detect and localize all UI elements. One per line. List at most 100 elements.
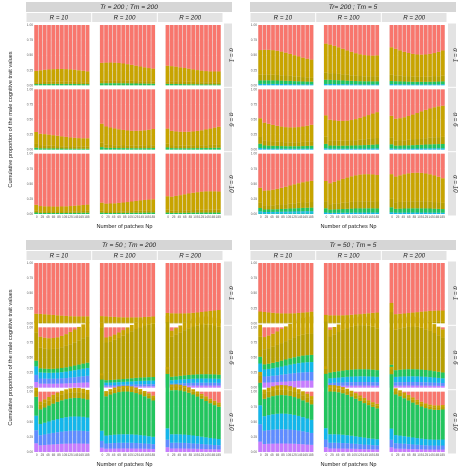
bar-segment xyxy=(208,82,213,85)
bar-segment xyxy=(292,211,297,213)
bar-segment xyxy=(182,25,187,68)
row-label: α = 6 xyxy=(452,112,459,127)
bar-segment xyxy=(345,263,350,316)
bar-segment xyxy=(323,25,328,44)
bar-segment xyxy=(129,263,134,318)
bar-segment xyxy=(217,144,221,148)
bar-segment xyxy=(305,402,310,419)
bar-segment xyxy=(349,208,354,213)
bar-segment xyxy=(393,140,398,146)
bar-segment xyxy=(195,378,200,383)
bar-segment xyxy=(169,130,174,146)
bar-segment xyxy=(371,449,375,452)
bar-segment xyxy=(55,327,60,338)
bar-segment xyxy=(279,148,284,150)
bar-segment xyxy=(108,213,113,214)
bar-segment xyxy=(423,369,428,377)
bar-segment xyxy=(134,434,138,443)
bar-segment xyxy=(129,201,134,212)
bar-segment xyxy=(195,25,200,71)
bar-segment xyxy=(151,323,156,378)
bar-segment xyxy=(301,400,305,418)
x-tick-label: 65 xyxy=(117,215,121,219)
bar-segment xyxy=(85,367,90,376)
bar-segment xyxy=(125,80,130,84)
bar-segment xyxy=(353,393,358,396)
bar-segment xyxy=(266,368,271,377)
bar-segment xyxy=(419,327,424,370)
bar-segment xyxy=(432,405,437,408)
bar-segment xyxy=(415,81,420,85)
bar-segment xyxy=(125,130,130,146)
bar-segment xyxy=(258,405,262,425)
bar-segment xyxy=(55,348,60,369)
y-tick-label: 1.00 xyxy=(27,261,33,265)
bar-segment xyxy=(305,212,310,214)
row-label: α = 10 xyxy=(452,413,459,431)
bar-segment xyxy=(345,328,350,371)
bar-segment xyxy=(402,436,407,444)
bar-segment xyxy=(358,139,362,146)
bar-segment xyxy=(34,147,38,150)
bar-segment xyxy=(42,348,47,369)
bar-segment xyxy=(328,212,332,214)
bar-segment xyxy=(258,211,262,213)
bar-segment xyxy=(341,377,345,383)
bar-segment xyxy=(138,210,143,213)
bar-segment xyxy=(279,126,284,142)
x-tick-label: 85 xyxy=(347,453,351,457)
facet-cell: 0.000.250.500.751.00 xyxy=(251,87,314,152)
bar-segment xyxy=(305,125,310,142)
bar-segment xyxy=(165,128,170,144)
bar-segment xyxy=(169,380,174,384)
bar-segment xyxy=(85,263,90,317)
bar-segment xyxy=(165,89,170,129)
y-axis-title: Cumulative proportion of the male cognit… xyxy=(8,51,14,187)
bar-segment xyxy=(432,76,437,82)
bar-segment xyxy=(296,415,301,431)
column-strip xyxy=(316,251,381,260)
bar-segment xyxy=(341,89,345,121)
bar-segment xyxy=(423,449,428,452)
x-tick-label: 125 xyxy=(357,215,363,219)
bar-segment xyxy=(371,391,375,403)
bar-segment xyxy=(64,399,68,418)
bar-segment xyxy=(406,145,411,149)
bar-segment xyxy=(393,153,398,177)
bar-segment xyxy=(415,139,420,145)
column-strip xyxy=(250,13,316,22)
bar-segment xyxy=(271,145,275,149)
bar-segment xyxy=(323,143,328,149)
bar-segment xyxy=(406,208,411,213)
bar-segment xyxy=(288,212,292,214)
bar-segment xyxy=(187,193,191,211)
bar-segment xyxy=(441,378,445,383)
bar-segment xyxy=(85,443,90,452)
bar-segment xyxy=(402,201,407,209)
bar-segment xyxy=(353,175,358,202)
y-tick-label: 0.25 xyxy=(251,133,257,137)
bar-segment xyxy=(283,212,288,214)
bar-segment xyxy=(182,387,187,392)
bar-segment xyxy=(38,263,43,314)
bar-segment xyxy=(305,207,310,212)
bar-segment xyxy=(77,84,81,86)
bar-segment xyxy=(406,448,411,452)
bar-segment xyxy=(68,322,73,324)
bar-segment xyxy=(34,390,38,397)
bar-segment xyxy=(125,333,130,379)
bar-segment xyxy=(428,208,432,213)
bar-segment xyxy=(406,25,411,53)
bar-segment xyxy=(217,147,221,150)
bar-segment xyxy=(199,398,204,437)
bar-segment xyxy=(432,445,437,450)
bar-segment xyxy=(47,211,51,213)
bar-segment xyxy=(262,89,267,123)
facet-cell: 0 25 45 65 85 105 125 145 165 185 xyxy=(389,153,445,219)
bar-segment xyxy=(68,83,73,86)
bar-segment xyxy=(191,89,196,132)
bar-segment xyxy=(398,118,402,141)
bar-segment xyxy=(42,145,47,149)
bar-segment xyxy=(358,148,362,150)
